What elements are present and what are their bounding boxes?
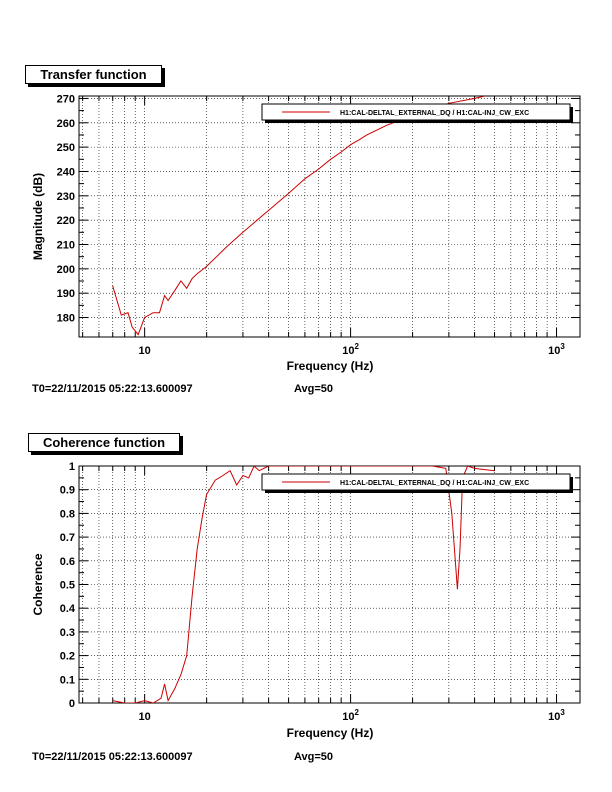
transfer-function-plot: 180 190 200 210 220 230 240 250 260 270 10 102 103 Fr…	[31, 93, 581, 373]
x-tick-label: 102	[342, 342, 359, 357]
y-tick-label: 0.3	[60, 627, 75, 639]
avg-label: Avg=50	[294, 751, 334, 763]
series-line	[112, 466, 495, 703]
x-tick-label: 10	[139, 711, 151, 723]
x-tick-label: 103	[548, 342, 565, 357]
y-tick-label: 180	[57, 313, 75, 325]
timestamp-label: T0=22/11/2015 05:22:13.600097	[32, 383, 193, 395]
y-tick-label: 200	[57, 264, 75, 276]
y-tick-label: 0.8	[60, 508, 75, 520]
y-tick-label: 0.4	[60, 603, 76, 615]
y-tick-label: 0.9	[60, 485, 75, 497]
series-line	[112, 96, 486, 336]
y-tick-label: 190	[57, 288, 75, 300]
y-tick-label: 0.1	[60, 674, 75, 686]
y-axis-label: Coherence	[31, 553, 45, 615]
plot-frame	[78, 95, 581, 338]
y-tick-label: 240	[57, 166, 75, 178]
legend-label: H1:CAL-DELTAL_EXTERNAL_DQ / H1:CAL-INJ_C…	[340, 480, 529, 487]
y-tick-label: 0	[69, 698, 75, 710]
grid-lines	[79, 465, 580, 704]
y-tick-label: 220	[57, 215, 75, 227]
coherence-function-plot: 0 0.1 0.2 0.3 0.4 0.5 0.6 0.7 0.8 0.9 1 10 102 103 Fre…	[31, 461, 581, 740]
y-tick-label: 0.7	[60, 532, 75, 544]
y-axis-label: Magnitude (dB)	[31, 173, 45, 260]
legend: H1:CAL-DELTAL_EXTERNAL_DQ / H1:CAL-INJ_C…	[261, 473, 573, 493]
legend-label: H1:CAL-DELTAL_EXTERNAL_DQ / H1:CAL-INJ_C…	[340, 110, 529, 117]
coherence-function-title: Coherence function	[28, 433, 180, 452]
timestamp-label: T0=22/11/2015 05:22:13.600097	[32, 751, 193, 763]
y-tick-label: 260	[57, 118, 75, 130]
y-tick-label: 230	[57, 191, 75, 203]
y-tick-label: 270	[57, 93, 75, 105]
y-tick-label: 0.2	[60, 651, 75, 663]
legend-box	[261, 103, 571, 121]
transfer-function-title: Transfer function	[25, 65, 162, 84]
legend-box	[261, 473, 571, 491]
x-axis-label: Frequency (Hz)	[287, 726, 374, 740]
x-tick-label: 102	[342, 708, 359, 723]
x-tick-label: 103	[548, 708, 565, 723]
legend: H1:CAL-DELTAL_EXTERNAL_DQ / H1:CAL-INJ_C…	[261, 103, 573, 123]
y-tick-label: 250	[57, 142, 75, 154]
y-tick-label: 210	[57, 239, 75, 251]
y-tick-label: 0.5	[60, 580, 75, 592]
y-tick-label: 0.6	[60, 556, 75, 568]
x-tick-label: 10	[139, 345, 151, 357]
x-axis-label: Frequency (Hz)	[287, 359, 374, 373]
y-tick-label: 1	[69, 461, 75, 473]
avg-label: Avg=50	[294, 383, 334, 395]
